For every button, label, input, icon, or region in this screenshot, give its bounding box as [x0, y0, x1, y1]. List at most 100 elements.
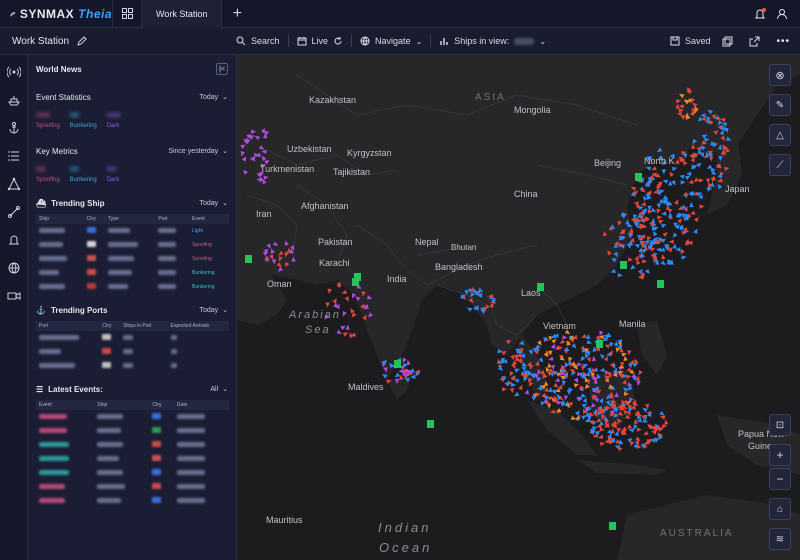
ship-marker[interactable]: [568, 337, 575, 343]
table-row[interactable]: [36, 359, 229, 373]
ship-marker[interactable]: [283, 261, 290, 269]
ship-marker[interactable]: [693, 216, 701, 223]
ship-marker[interactable]: [511, 382, 517, 388]
ships-in-view-dropdown[interactable]: Ships in view: ⌄: [431, 28, 554, 55]
ship-marker[interactable]: [636, 218, 642, 223]
port-marker[interactable]: [427, 420, 434, 428]
ship-marker[interactable]: [689, 110, 696, 117]
ship-marker[interactable]: [381, 372, 388, 379]
ship-marker[interactable]: [517, 358, 523, 364]
ship-marker[interactable]: [606, 332, 612, 338]
ship-marker[interactable]: [625, 414, 632, 420]
ship-marker[interactable]: [568, 387, 574, 392]
ship-marker[interactable]: [663, 419, 669, 425]
ship-marker[interactable]: [603, 355, 610, 362]
ship-marker[interactable]: [588, 419, 595, 425]
ship-marker[interactable]: [256, 177, 262, 183]
ship-marker[interactable]: [599, 406, 606, 413]
ship-marker[interactable]: [681, 159, 688, 166]
ship-marker[interactable]: [518, 384, 524, 391]
ship-marker[interactable]: [640, 234, 646, 239]
ship-marker[interactable]: [725, 136, 732, 142]
ship-marker[interactable]: [559, 356, 567, 362]
ship-marker[interactable]: [354, 295, 361, 302]
ship-marker[interactable]: [676, 212, 683, 219]
ship-marker[interactable]: [701, 140, 708, 146]
ship-marker[interactable]: [692, 177, 700, 184]
ship-marker[interactable]: [706, 182, 713, 189]
table-row[interactable]: Bunkering: [36, 280, 229, 294]
ship-marker[interactable]: [568, 335, 574, 340]
ship-marker[interactable]: [501, 387, 508, 392]
ship-marker[interactable]: [261, 178, 267, 185]
ship-marker[interactable]: [629, 440, 635, 447]
ship-marker[interactable]: [624, 400, 630, 406]
latest-events-filter-dropdown[interactable]: All ⌄: [210, 385, 228, 394]
ship-marker[interactable]: [327, 288, 332, 295]
ship-marker[interactable]: [681, 204, 687, 211]
broadcast-icon[interactable]: [5, 63, 23, 81]
ship-marker[interactable]: [579, 355, 586, 363]
ship-marker[interactable]: [608, 341, 614, 348]
ship-marker[interactable]: [677, 205, 684, 212]
ship-marker[interactable]: [644, 268, 652, 276]
ship-marker[interactable]: [550, 334, 557, 340]
ship-marker[interactable]: [414, 369, 420, 374]
ship-marker[interactable]: [497, 348, 503, 354]
ship-marker[interactable]: [510, 375, 517, 383]
ship-marker[interactable]: [683, 98, 690, 105]
ship-marker[interactable]: [609, 385, 616, 392]
video-camera-icon[interactable]: [5, 287, 23, 305]
ship-marker[interactable]: [477, 287, 485, 294]
ship-marker[interactable]: [709, 181, 715, 187]
ship-marker[interactable]: [514, 367, 520, 373]
ship-marker[interactable]: [240, 143, 246, 150]
ship-marker[interactable]: [524, 389, 531, 395]
ship-marker[interactable]: [657, 426, 664, 433]
ship-marker[interactable]: [675, 103, 680, 109]
ship-marker[interactable]: [675, 98, 682, 104]
ship-marker[interactable]: [613, 407, 619, 413]
ship-marker[interactable]: [604, 439, 610, 444]
ship-marker[interactable]: [362, 314, 368, 321]
ship-marker[interactable]: [342, 331, 349, 337]
more-options-icon[interactable]: •••: [776, 35, 790, 47]
ship-marker[interactable]: [595, 373, 601, 379]
ship-marker[interactable]: [684, 240, 690, 246]
table-row[interactable]: [36, 452, 229, 466]
ship-marker[interactable]: [563, 372, 570, 378]
ship-marker[interactable]: [562, 334, 568, 340]
ship-marker[interactable]: [361, 291, 366, 297]
ship-marker[interactable]: [716, 119, 723, 127]
ship-marker[interactable]: [636, 427, 642, 432]
ship-marker[interactable]: [612, 372, 620, 379]
ship-marker[interactable]: [655, 425, 662, 433]
ship-marker[interactable]: [651, 172, 657, 177]
ship-marker[interactable]: [513, 353, 521, 359]
ship-marker[interactable]: [656, 147, 663, 154]
ship-marker[interactable]: [590, 372, 596, 378]
ship-marker[interactable]: [544, 386, 549, 392]
ship-marker[interactable]: [632, 401, 640, 409]
ship-marker[interactable]: [591, 368, 598, 373]
ship-marker[interactable]: [626, 231, 634, 239]
ship-marker[interactable]: [658, 218, 664, 225]
ship-marker[interactable]: [705, 178, 711, 184]
ship-marker[interactable]: [672, 243, 677, 249]
ship-marker[interactable]: [480, 307, 485, 313]
ship-marker[interactable]: [658, 198, 666, 206]
zoom-out-button[interactable]: −: [769, 468, 791, 490]
ship-marker[interactable]: [711, 175, 716, 181]
ship-marker[interactable]: [704, 151, 711, 158]
ship-marker[interactable]: [244, 138, 252, 145]
ship-marker[interactable]: [653, 422, 660, 429]
ship-marker[interactable]: [360, 302, 366, 309]
ship-marker[interactable]: [663, 195, 669, 201]
ship-marker[interactable]: [290, 245, 296, 251]
ship-marker[interactable]: [634, 410, 641, 416]
port-marker[interactable]: [394, 360, 401, 368]
ship-marker[interactable]: [713, 129, 720, 136]
ship-marker[interactable]: [617, 343, 624, 350]
ship-marker[interactable]: [655, 185, 661, 192]
ship-marker[interactable]: [344, 296, 351, 302]
